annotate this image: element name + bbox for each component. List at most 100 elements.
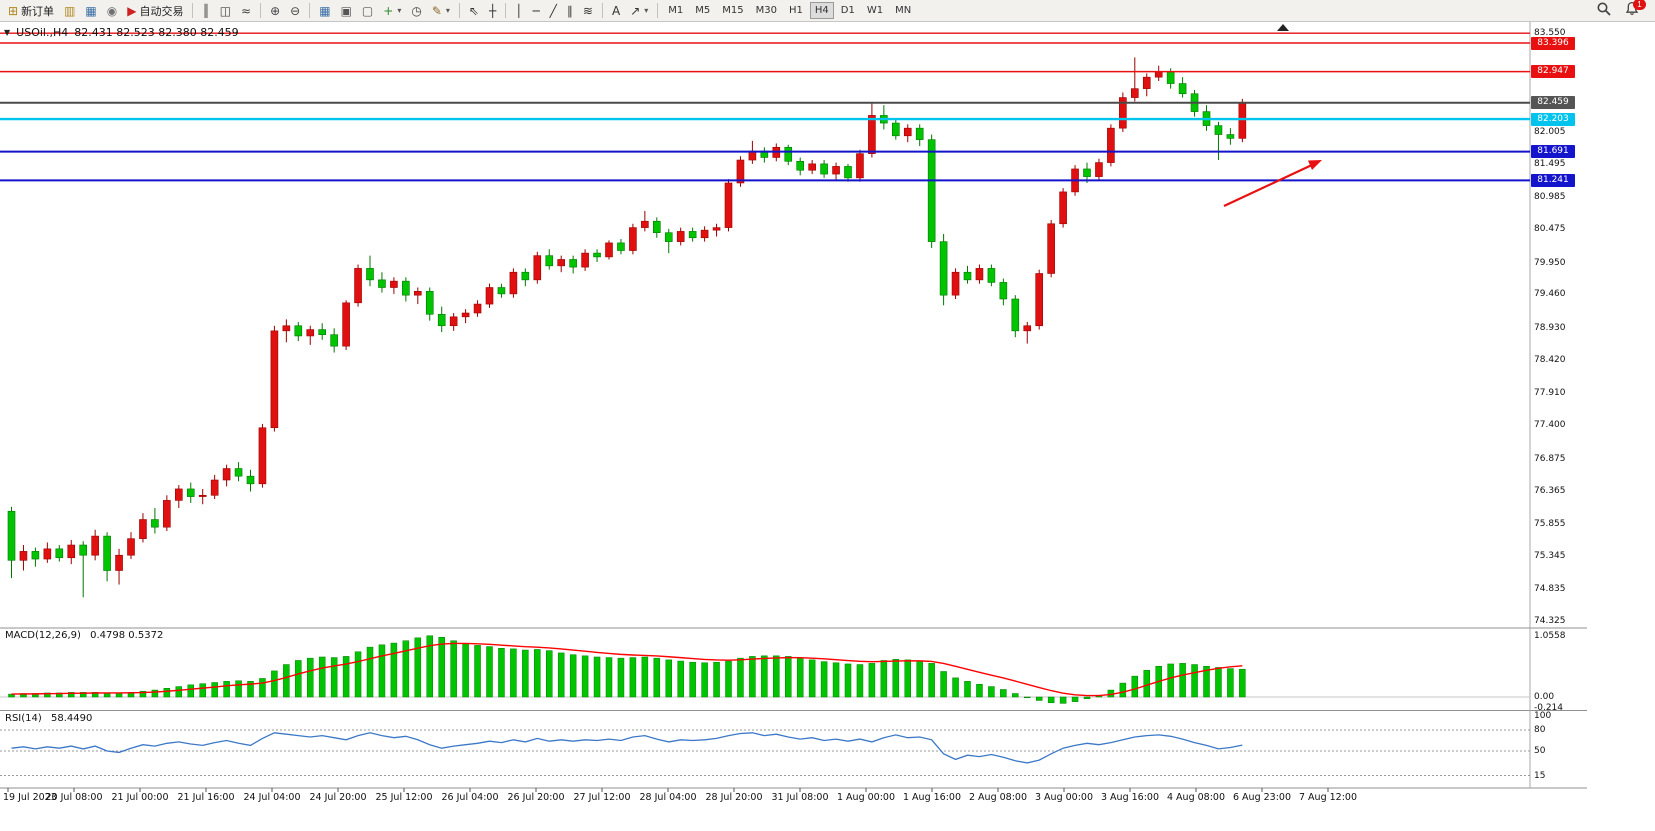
timeframe-h4-button[interactable]: H4 [809, 2, 834, 19]
timeframe-m15-button[interactable]: M15 [717, 2, 748, 19]
line-chart-button[interactable]: ≈ [237, 2, 255, 20]
indicators-button[interactable]: ✎ ▾ [428, 2, 454, 20]
chart-ohlc-values: 82.431 82.523 82.380 82.459 [74, 26, 239, 39]
notifications-button[interactable]: 1 [1622, 0, 1646, 21]
chart-collapse-icon[interactable]: ▼ [4, 28, 11, 37]
cursor-button[interactable]: ⇖ [465, 2, 483, 20]
time-axis[interactable]: 19 Jul 2023 20 Jul 08:00 21 Jul 00:00 21 Ju… [0, 789, 1530, 811]
new-chart-icon: + [383, 3, 394, 18]
price-tick-label: 80.985 [1534, 191, 1566, 202]
time-label: 19 Jul 2023 [3, 792, 57, 803]
chart-shift-marker-icon[interactable] [1277, 24, 1289, 31]
time-label: 7 Aug 12:00 [1298, 792, 1358, 803]
dropdown-caret-icon: ▾ [397, 6, 402, 15]
auto-trading-button-label: 自动交易 [139, 4, 184, 18]
indicators-icon: ✎ [431, 3, 442, 18]
dropdown-caret-icon: ▾ [644, 6, 649, 15]
rsi-value: 58.4490 [50, 713, 93, 724]
price-tick-label: 76.365 [1534, 486, 1566, 497]
time-label: 26 Jul 20:00 [507, 792, 565, 803]
vertical-line-button[interactable]: │ [511, 2, 526, 20]
profiles-button[interactable]: ◷ [407, 2, 425, 20]
toolbar-separator [309, 3, 311, 18]
equidistant-channel-button[interactable]: ∥ [563, 2, 577, 20]
toolbar-separator [260, 3, 262, 18]
macd-scale-label: 0.00 [1534, 692, 1555, 702]
candlestick-chart-button[interactable]: ◫ [216, 2, 235, 20]
arrange-windows-button[interactable]: ▢ [358, 2, 377, 20]
search-button[interactable] [1594, 1, 1614, 21]
price-tick-label: 81.495 [1534, 159, 1566, 170]
market-watch-button[interactable]: ▥ [60, 2, 79, 20]
auto-arrange-icon: ▣ [340, 3, 352, 18]
macd-header: MACD(12,26,9) 0.4798 0.5372 [5, 630, 163, 641]
timeframe-m30-button[interactable]: M30 [751, 2, 782, 19]
rsi-line [11, 732, 1243, 764]
crosshair-button[interactable]: ┼ [485, 2, 500, 20]
price-scale[interactable]: 83.550 82.005 81.495 80.985 80.475 79.950 79.4… [1530, 0, 1590, 831]
tile-windows-button[interactable]: ▦ [315, 2, 334, 20]
timeframe-m1-button[interactable]: M1 [663, 2, 688, 19]
timeframe-m5-button[interactable]: M5 [690, 2, 715, 19]
horizontal-line-button[interactable]: ─ [528, 2, 543, 20]
time-label: 1 Aug 16:00 [902, 792, 962, 803]
new-order-button[interactable]: ⊞ 新订单 [4, 2, 58, 20]
data-window-button[interactable]: ▦ [81, 2, 100, 20]
timeframe-buttons-group: M1 M5 M15 M30 H1 H4 D1 W1 MN [662, 0, 917, 21]
price-tick-label: 75.855 [1534, 518, 1566, 529]
toolbar-separator [601, 3, 603, 18]
timeframe-h1-button[interactable]: H1 [784, 2, 808, 19]
rsi-scale-label: 100 [1534, 711, 1552, 721]
time-label: 3 Aug 00:00 [1034, 792, 1094, 803]
bar-chart-button[interactable]: ║ [198, 2, 213, 20]
time-label: 4 Aug 08:00 [1166, 792, 1226, 803]
macd-label: MACD(12,26,9) [5, 630, 81, 641]
candlestick-series [7, 57, 1247, 598]
profiles-icon: ◷ [411, 3, 422, 18]
macd-values: 0.4798 0.5372 [90, 630, 164, 641]
arrows-button[interactable]: ↗ ▾ [626, 2, 652, 20]
rsi-label: RSI(14) [5, 713, 42, 724]
auto-trading-button[interactable]: ▶ 自动交易 [123, 2, 187, 20]
time-label: 31 Jul 08:00 [771, 792, 829, 803]
timeframe-mn-button[interactable]: MN [890, 2, 916, 19]
price-tick-label: 83.550 [1534, 28, 1566, 39]
fibonacci-button[interactable]: ≋ [579, 2, 597, 20]
rsi-scale-label: 15 [1534, 770, 1546, 781]
toolbar-separator [192, 3, 194, 18]
price-tick-label: 77.910 [1534, 387, 1566, 398]
market-watch-icon: ▥ [64, 3, 76, 18]
zoom-out-button[interactable]: ⊖ [286, 2, 304, 20]
arrange-windows-icon: ▢ [361, 3, 374, 18]
toolbar-separator [657, 3, 659, 18]
macd-histogram [8, 635, 1246, 704]
price-tick-label: 80.475 [1534, 224, 1566, 235]
price-badge: 81.691 [1531, 145, 1575, 159]
time-label: 27 Jul 12:00 [573, 792, 631, 803]
time-label: 20 Jul 08:00 [45, 792, 103, 803]
dropdown-caret-icon: ▾ [445, 6, 450, 15]
time-label: 2 Aug 08:00 [968, 792, 1028, 803]
zoom-out-icon: ⊖ [290, 3, 301, 18]
macd-scale-label: 1.0558 [1534, 630, 1566, 641]
trendline-button[interactable]: ╱ [546, 2, 561, 20]
equidistant-channel-icon: ∥ [566, 3, 573, 18]
price-badge: 82.203 [1531, 112, 1575, 126]
text-label-button[interactable]: A [608, 2, 624, 20]
rsi-scale-label: 80 [1534, 725, 1546, 735]
timeframe-w1-button[interactable]: W1 [862, 2, 888, 19]
price-tick-label: 82.005 [1534, 126, 1566, 137]
vertical-line-icon: │ [515, 3, 523, 18]
navigator-button[interactable]: ◉ [103, 2, 121, 20]
chart-header: ▼ USOil.,H4 82.431 82.523 82.380 82.459 [4, 26, 239, 39]
zoom-in-button[interactable]: ⊕ [266, 2, 284, 20]
timeframe-d1-button[interactable]: D1 [836, 2, 860, 19]
price-tick-label: 74.835 [1534, 583, 1566, 594]
price-tick-label: 78.420 [1534, 355, 1566, 366]
arrow-annotation[interactable] [1223, 160, 1322, 207]
trendline-icon: ╱ [549, 3, 557, 18]
auto-arrange-button[interactable]: ▣ [337, 2, 356, 20]
toolbar-separator [458, 3, 460, 18]
new-chart-button[interactable]: + ▾ [379, 2, 405, 20]
